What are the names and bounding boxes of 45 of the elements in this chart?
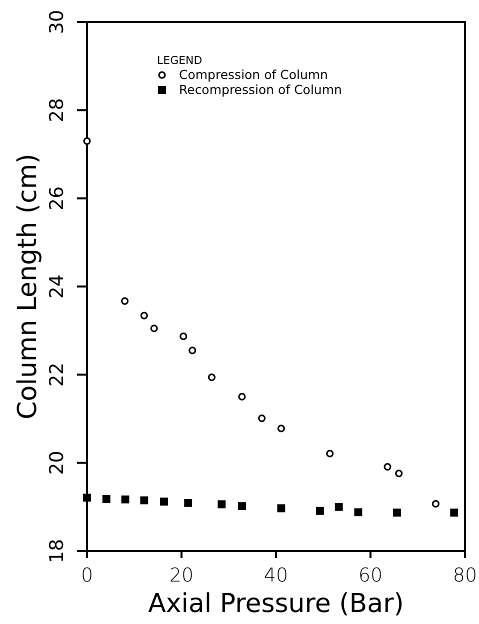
legend-label: Compression of Column [179,67,328,82]
y-tick-label: 24 [46,274,68,299]
point [208,374,216,382]
point [83,494,91,502]
point [432,500,440,508]
x-tick-label: 80 [452,564,478,586]
y-axis-title: Column Length (cm) [13,154,43,420]
point [277,424,285,432]
x-axis-title: Axial Pressure (Bar) [148,589,404,619]
point [326,450,334,458]
point [334,502,343,511]
point [121,495,130,504]
point [238,502,246,510]
point [102,495,110,503]
point [160,498,168,506]
y-tick-label: 22 [46,362,68,387]
point [218,500,226,508]
point [238,392,246,400]
point [354,508,362,516]
y-tick-label: 18 [46,538,68,564]
legend-title: LEGEND [157,54,202,67]
point [316,506,324,515]
point [258,414,266,422]
point [121,297,129,305]
point [184,498,192,507]
y-tick-label: 28 [46,98,68,122]
point [140,496,148,504]
x-tick-label: 60 [358,564,383,586]
point [150,324,158,332]
point [180,332,188,340]
point [393,508,401,517]
point [83,137,91,145]
y-tick-label: 20 [46,450,68,475]
y-tick-label: 30 [46,10,68,34]
x-tick-label: 20 [169,564,194,586]
x-tick-label: 40 [264,564,288,586]
point [188,346,196,354]
point [395,470,403,478]
x-tick-label: 0 [80,564,94,586]
legend-label: Recompression of Column [179,82,342,97]
point [384,463,392,471]
point [450,508,458,517]
y-tick-label: 26 [46,186,68,210]
point [277,504,286,512]
point [140,312,148,320]
